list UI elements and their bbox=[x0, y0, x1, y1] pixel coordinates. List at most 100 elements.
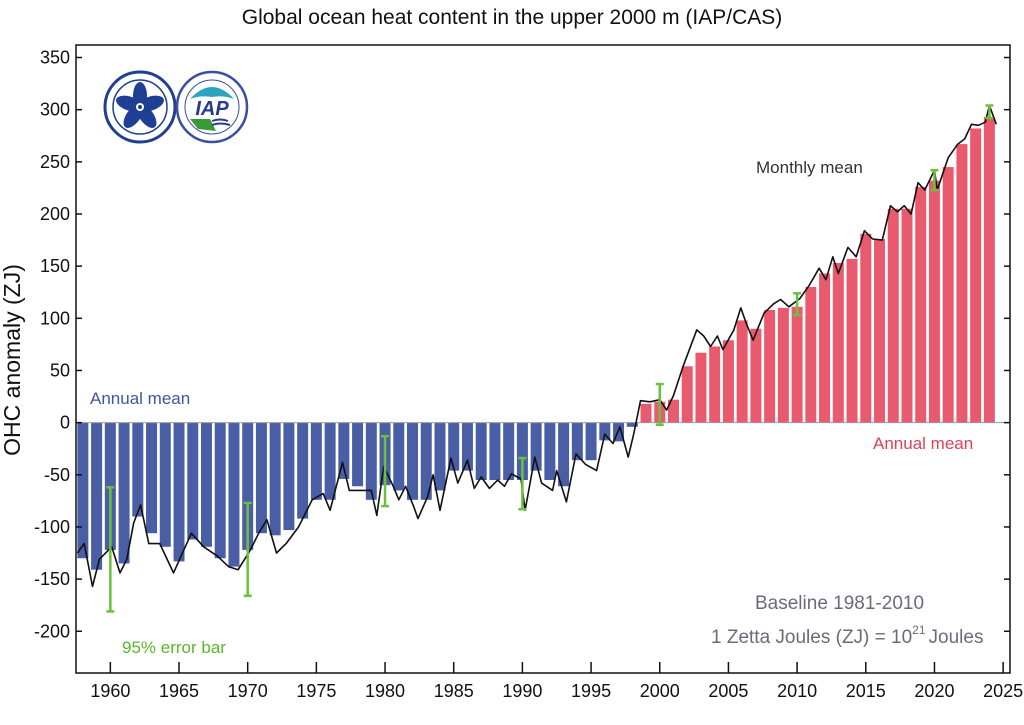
annual-bar-2014 bbox=[846, 258, 858, 423]
annual-bar-1977 bbox=[338, 422, 350, 479]
annual-bar-2018 bbox=[901, 208, 913, 423]
unit-note-suffix: Joules bbox=[929, 627, 984, 648]
annual-bar-1996 bbox=[599, 422, 611, 441]
error-bar-1980 bbox=[381, 434, 390, 508]
x-axis: 1960 1965 1970 1975 1980 1985 1990 1995 2000 2005… bbox=[90, 662, 1023, 701]
unit-note-exponent: 21 bbox=[912, 623, 926, 637]
annual-bar-1992 bbox=[544, 422, 556, 481]
annual-bar-1982 bbox=[407, 422, 419, 500]
annual-bar-1983 bbox=[420, 422, 432, 500]
annual-bar-2015 bbox=[860, 233, 872, 423]
annual-bar-1965 bbox=[173, 422, 185, 562]
annual-bar-1962 bbox=[132, 422, 144, 517]
annual-bar-2010 bbox=[791, 306, 803, 423]
error-bars bbox=[106, 104, 994, 613]
annual-bar-2003 bbox=[695, 352, 707, 423]
error-bar-2024 bbox=[985, 104, 994, 120]
y-tick-label: 350 bbox=[40, 48, 70, 68]
annual-bar-1989 bbox=[503, 422, 515, 481]
x-tick-label: 1975 bbox=[296, 681, 336, 701]
x-tick-label: 2005 bbox=[708, 681, 748, 701]
annual-bar-2004 bbox=[709, 346, 721, 423]
x-tick-label: 2000 bbox=[640, 681, 680, 701]
y-tick-label: 250 bbox=[40, 152, 70, 172]
monthly-mean-line bbox=[76, 104, 998, 588]
y-tick-label: 50 bbox=[50, 360, 70, 380]
annual-bar-2012 bbox=[819, 273, 831, 423]
annual-bar-2008 bbox=[764, 309, 776, 423]
x-tick-label: 1960 bbox=[90, 681, 130, 701]
error-bar-2000 bbox=[655, 382, 664, 426]
annual-bar-1974 bbox=[297, 422, 309, 519]
error-bar-2010 bbox=[793, 292, 802, 317]
plot-frame bbox=[75, 44, 1011, 674]
annual-mean-label-negative: Annual mean bbox=[90, 389, 190, 408]
annual-bar-1991 bbox=[530, 422, 542, 471]
annual-bar-1985 bbox=[448, 422, 460, 471]
annual-bar-2017 bbox=[887, 208, 899, 423]
annual-bar-1990 bbox=[516, 422, 528, 481]
annual-bar-1988 bbox=[489, 422, 501, 481]
iap-logo: IAP bbox=[175, 70, 249, 144]
y-tick-label: 150 bbox=[40, 256, 70, 276]
x-tick-label: 1970 bbox=[228, 681, 268, 701]
baseline-note: Baseline 1981-2010 bbox=[755, 593, 924, 614]
x-tick-label: 1980 bbox=[365, 681, 405, 701]
annual-bar-1995 bbox=[585, 422, 597, 461]
annual-bar-2022 bbox=[956, 144, 968, 423]
annual-bar-1963 bbox=[146, 422, 158, 534]
x-tick-label: 2015 bbox=[846, 681, 886, 701]
annual-mean-label-positive: Annual mean bbox=[873, 434, 973, 453]
annual-bar-1986 bbox=[461, 422, 473, 471]
annual-bar-1968 bbox=[214, 422, 226, 559]
annual-bar-2005 bbox=[722, 340, 734, 423]
annual-bar-2013 bbox=[832, 263, 844, 423]
annual-bar-1961 bbox=[118, 422, 130, 564]
error-bar-1970 bbox=[243, 501, 252, 598]
annual-bar-2020 bbox=[928, 180, 940, 423]
cas-logo bbox=[103, 70, 177, 144]
annual-bar-1979 bbox=[365, 422, 377, 500]
annual-bar-1998 bbox=[626, 422, 638, 427]
annual-bar-2006 bbox=[736, 320, 748, 423]
monthly-mean-label: Monthly mean bbox=[756, 158, 863, 177]
annual-bar-1966 bbox=[187, 422, 199, 540]
y-axis: -200 -150 -100 -50 0 50 100 150 200 250 300 350 bbox=[34, 48, 1010, 641]
unit-note-prefix: 1 Zetta Joules (ZJ) = 10 bbox=[711, 627, 912, 648]
annual-bar-1972 bbox=[269, 422, 281, 536]
x-tick-label: 1985 bbox=[434, 681, 474, 701]
y-tick-label: -150 bbox=[34, 569, 70, 589]
y-tick-label: -100 bbox=[34, 517, 70, 537]
annual-bar-2009 bbox=[777, 307, 789, 423]
annual-bar-1999 bbox=[640, 403, 652, 423]
annual-bar-2011 bbox=[805, 287, 817, 423]
annual-bar-1967 bbox=[200, 422, 212, 547]
y-axis-label: OHC anomaly (ZJ) bbox=[0, 264, 25, 456]
annual-bar-1970 bbox=[242, 422, 254, 550]
y-tick-label: 300 bbox=[40, 100, 70, 120]
error-bar-1960 bbox=[106, 486, 115, 613]
annual-bar-1971 bbox=[255, 422, 267, 534]
annual-bar-1973 bbox=[283, 422, 295, 531]
annual-bar-2023 bbox=[970, 128, 982, 423]
x-tick-label: 2020 bbox=[914, 681, 954, 701]
annual-bar-2007 bbox=[750, 328, 762, 423]
unit-note: 1 Zetta Joules (ZJ) = 1021 Joules bbox=[711, 623, 983, 648]
y-tick-label: -200 bbox=[34, 621, 70, 641]
annual-bar-1981 bbox=[393, 422, 405, 491]
annual-bar-2001 bbox=[667, 399, 679, 423]
svg-text:IAP: IAP bbox=[195, 98, 229, 120]
annual-bar-1993 bbox=[558, 422, 570, 487]
y-tick-label: 200 bbox=[40, 204, 70, 224]
annual-bar-1976 bbox=[324, 422, 336, 500]
chart-title: Global ocean heat content in the upper 2… bbox=[242, 6, 783, 29]
x-tick-label: 1995 bbox=[571, 681, 611, 701]
annual-bar-2019 bbox=[915, 186, 927, 423]
annual-bar-1969 bbox=[228, 422, 240, 567]
x-tick-label: 2025 bbox=[983, 681, 1023, 701]
error-bar-2020 bbox=[930, 168, 939, 192]
annual-mean-bars bbox=[77, 116, 995, 570]
annual-bar-1958 bbox=[77, 422, 89, 559]
annual-bar-2002 bbox=[681, 366, 693, 423]
annual-bar-1978 bbox=[352, 422, 364, 487]
